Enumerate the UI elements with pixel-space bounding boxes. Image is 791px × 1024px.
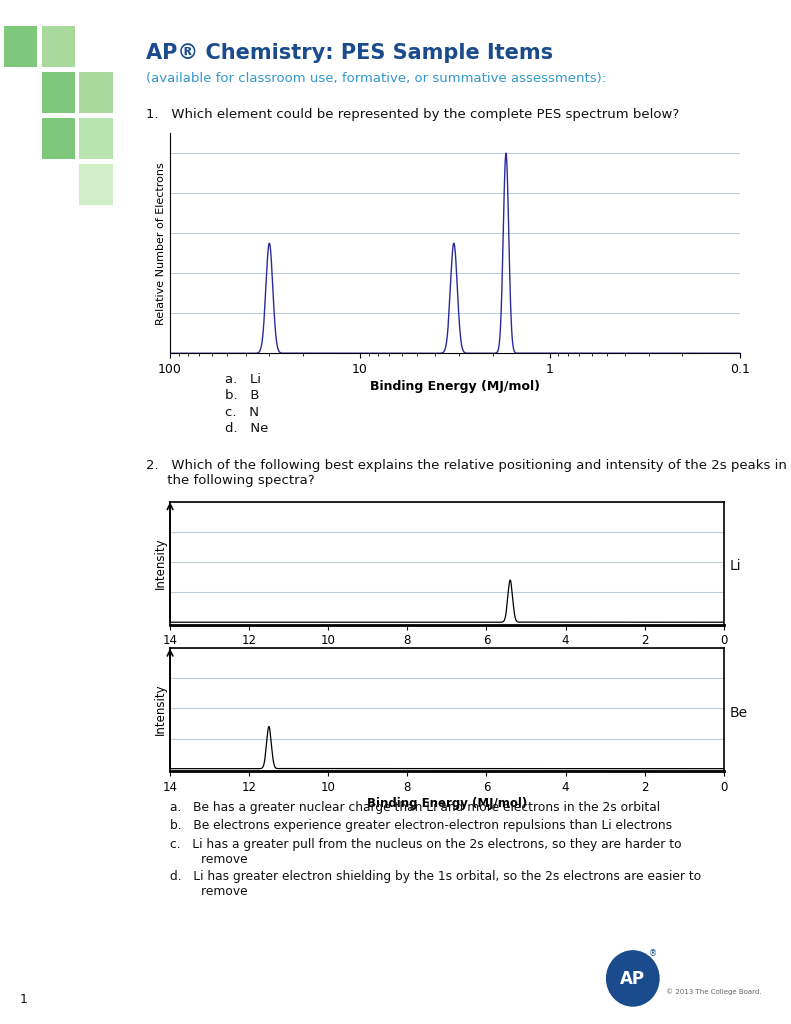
Bar: [79, 118, 112, 159]
Y-axis label: Intensity: Intensity: [154, 684, 167, 735]
Text: AP: AP: [620, 971, 645, 988]
Text: ®: ®: [649, 949, 657, 958]
Bar: [79, 72, 112, 113]
Text: AP® Chemistry: PES Sample Items: AP® Chemistry: PES Sample Items: [146, 43, 554, 63]
Text: 2.   Which of the following best explains the relative positioning and intensity: 2. Which of the following best explains …: [146, 459, 787, 486]
Text: 1: 1: [20, 992, 28, 1006]
Text: c.   Li has a greater pull from the nucleus on the 2s electrons, so they are har: c. Li has a greater pull from the nucleu…: [170, 838, 682, 865]
X-axis label: Binding Energy (MJ/mol): Binding Energy (MJ/mol): [370, 380, 539, 393]
Bar: [42, 72, 75, 113]
Text: a.   Be has a greater nuclear charge than Li and more electrons in the 2s orbita: a. Be has a greater nuclear charge than …: [170, 801, 660, 814]
Text: b.   Be electrons experience greater electron-electron repulsions than Li electr: b. Be electrons experience greater elect…: [170, 819, 672, 833]
Y-axis label: Intensity: Intensity: [154, 538, 167, 589]
Bar: [42, 118, 75, 159]
Y-axis label: Relative Number of Electrons: Relative Number of Electrons: [156, 162, 166, 325]
Text: d.   Li has greater electron shielding by the 1s orbital, so the 2s electrons ar: d. Li has greater electron shielding by …: [170, 870, 702, 898]
Bar: [79, 164, 112, 205]
X-axis label: Binding Energy (MJ/mol): Binding Energy (MJ/mol): [367, 797, 527, 810]
Text: © 2013 The College Board.: © 2013 The College Board.: [666, 988, 762, 995]
Text: Li: Li: [729, 559, 741, 573]
Text: (available for classroom use, formative, or summative assessments):: (available for classroom use, formative,…: [146, 72, 607, 85]
Text: d.   Ne: d. Ne: [225, 422, 269, 435]
Text: 1.   Which element could be represented by the complete PES spectrum below?: 1. Which element could be represented by…: [146, 108, 679, 121]
Bar: [42, 26, 75, 67]
Text: c.   N: c. N: [225, 406, 259, 419]
Bar: [4, 26, 37, 67]
X-axis label: Binding Energy (MJ/mol): Binding Energy (MJ/mol): [367, 650, 527, 664]
Text: b.   B: b. B: [225, 389, 260, 402]
Circle shape: [606, 950, 660, 1007]
Text: a.   Li: a. Li: [225, 373, 262, 386]
Text: Be: Be: [729, 706, 747, 720]
